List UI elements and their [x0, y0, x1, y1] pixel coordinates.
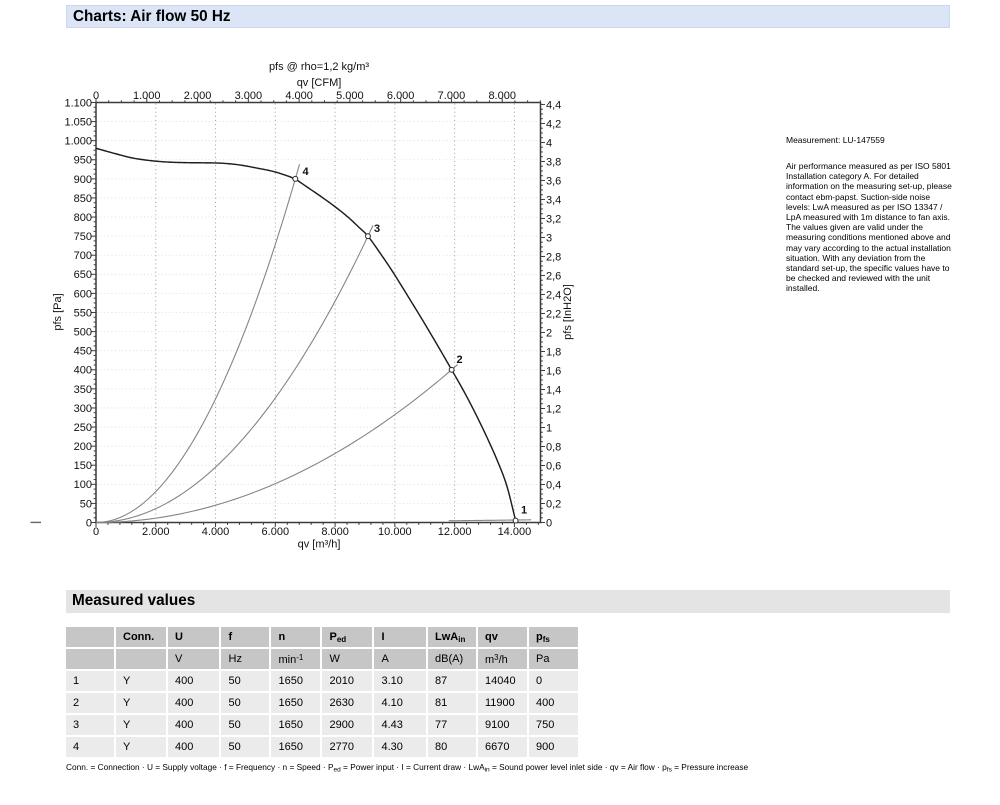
svg-text:650: 650: [74, 269, 92, 281]
svg-text:1: 1: [521, 505, 527, 517]
svg-text:4,4: 4,4: [546, 99, 561, 111]
svg-text:0,6: 0,6: [546, 460, 561, 472]
svg-text:2,8: 2,8: [546, 251, 561, 263]
svg-text:qv [m³/h]: qv [m³/h]: [298, 539, 341, 551]
svg-text:pfs @ rho=1,2 kg/m³: pfs @ rho=1,2 kg/m³: [269, 61, 369, 73]
svg-text:1.050: 1.050: [64, 116, 92, 128]
svg-text:8.000: 8.000: [488, 90, 516, 102]
svg-text:700: 700: [74, 250, 92, 262]
svg-text:pfs [Pa]: pfs [Pa]: [52, 293, 64, 330]
svg-text:900: 900: [74, 174, 92, 186]
svg-text:850: 850: [74, 193, 92, 205]
svg-text:6.000: 6.000: [262, 526, 290, 538]
svg-text:1,8: 1,8: [546, 346, 561, 358]
svg-text:1.100: 1.100: [64, 97, 92, 109]
svg-text:3,2: 3,2: [546, 213, 561, 225]
svg-text:4.000: 4.000: [285, 90, 313, 102]
svg-text:14.000: 14.000: [498, 526, 532, 538]
svg-text:4: 4: [546, 137, 552, 149]
svg-text:2,6: 2,6: [546, 270, 561, 282]
svg-text:4: 4: [302, 166, 309, 178]
svg-text:400: 400: [74, 365, 92, 377]
svg-text:8.000: 8.000: [321, 526, 349, 538]
svg-text:1.000: 1.000: [64, 136, 92, 148]
svg-text:3,4: 3,4: [546, 194, 561, 206]
svg-text:2: 2: [546, 327, 552, 339]
svg-text:950: 950: [74, 155, 92, 167]
svg-text:pfs [InH2O]: pfs [InH2O]: [562, 284, 574, 340]
svg-text:3: 3: [546, 232, 552, 244]
svg-text:0: 0: [93, 526, 99, 538]
svg-text:1.000: 1.000: [133, 90, 161, 102]
svg-text:350: 350: [74, 384, 92, 396]
svg-text:7.000: 7.000: [438, 90, 466, 102]
svg-text:3,8: 3,8: [546, 156, 561, 168]
svg-text:12.000: 12.000: [438, 526, 472, 538]
svg-text:10.000: 10.000: [378, 526, 412, 538]
svg-text:0: 0: [86, 517, 92, 529]
svg-text:2: 2: [456, 354, 462, 366]
svg-text:450: 450: [74, 346, 92, 358]
svg-text:1,4: 1,4: [546, 384, 561, 396]
svg-text:qv [CFM]: qv [CFM]: [297, 77, 342, 89]
svg-text:0: 0: [546, 517, 552, 529]
svg-text:3,6: 3,6: [546, 175, 561, 187]
svg-text:0,2: 0,2: [546, 498, 561, 510]
svg-text:200: 200: [74, 441, 92, 453]
svg-text:600: 600: [74, 288, 92, 300]
svg-text:1,6: 1,6: [546, 365, 561, 377]
svg-text:250: 250: [74, 422, 92, 434]
svg-text:0,8: 0,8: [546, 441, 561, 453]
svg-text:500: 500: [74, 326, 92, 338]
svg-text:0: 0: [93, 90, 99, 102]
svg-text:3.000: 3.000: [235, 90, 263, 102]
svg-text:1: 1: [546, 422, 552, 434]
svg-text:6.000: 6.000: [387, 90, 415, 102]
svg-text:2,2: 2,2: [546, 308, 561, 320]
svg-text:3: 3: [374, 223, 380, 235]
svg-text:2.000: 2.000: [184, 90, 212, 102]
svg-text:0,4: 0,4: [546, 479, 561, 491]
svg-text:300: 300: [74, 403, 92, 415]
svg-text:800: 800: [74, 212, 92, 224]
svg-text:4,2: 4,2: [546, 118, 561, 130]
svg-text:2.000: 2.000: [142, 526, 170, 538]
svg-text:750: 750: [74, 231, 92, 243]
svg-text:550: 550: [74, 307, 92, 319]
svg-text:100: 100: [74, 479, 92, 491]
svg-text:5.000: 5.000: [336, 90, 364, 102]
svg-text:150: 150: [74, 460, 92, 472]
svg-text:4.000: 4.000: [202, 526, 230, 538]
svg-text:2,4: 2,4: [546, 289, 561, 301]
svg-text:50: 50: [80, 498, 92, 510]
svg-text:1,2: 1,2: [546, 403, 561, 415]
